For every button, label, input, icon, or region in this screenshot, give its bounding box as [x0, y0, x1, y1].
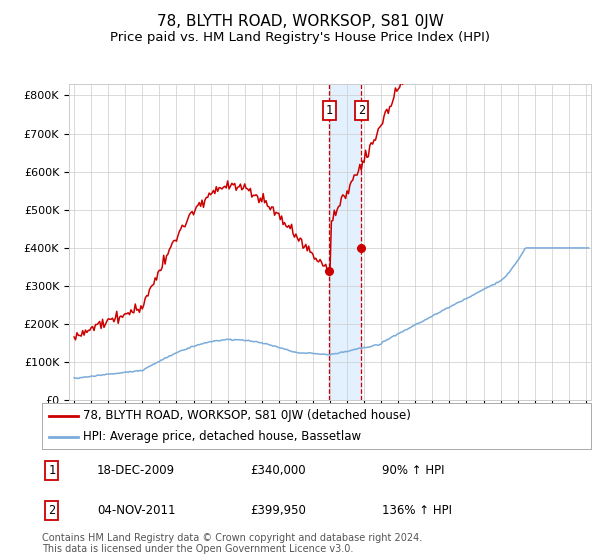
Text: 136% ↑ HPI: 136% ↑ HPI: [382, 504, 452, 517]
Bar: [329, 84, 361, 400]
Text: £399,950: £399,950: [251, 504, 307, 517]
Text: 1: 1: [49, 464, 55, 477]
Text: 78, BLYTH ROAD, WORKSOP, S81 0JW: 78, BLYTH ROAD, WORKSOP, S81 0JW: [157, 14, 443, 29]
Text: This data is licensed under the Open Government Licence v3.0.: This data is licensed under the Open Gov…: [42, 544, 353, 554]
Text: £340,000: £340,000: [251, 464, 306, 477]
Text: Price paid vs. HM Land Registry's House Price Index (HPI): Price paid vs. HM Land Registry's House …: [110, 31, 490, 44]
Text: 90% ↑ HPI: 90% ↑ HPI: [382, 464, 445, 477]
Text: 78, BLYTH ROAD, WORKSOP, S81 0JW (detached house): 78, BLYTH ROAD, WORKSOP, S81 0JW (detach…: [83, 409, 411, 422]
Text: Contains HM Land Registry data © Crown copyright and database right 2024.: Contains HM Land Registry data © Crown c…: [42, 533, 422, 543]
Text: 18-DEC-2009: 18-DEC-2009: [97, 464, 175, 477]
Text: 2: 2: [358, 104, 365, 117]
Text: 04-NOV-2011: 04-NOV-2011: [97, 504, 175, 517]
Text: 1: 1: [326, 104, 333, 117]
Text: HPI: Average price, detached house, Bassetlaw: HPI: Average price, detached house, Bass…: [83, 430, 361, 443]
Text: 2: 2: [49, 504, 55, 517]
